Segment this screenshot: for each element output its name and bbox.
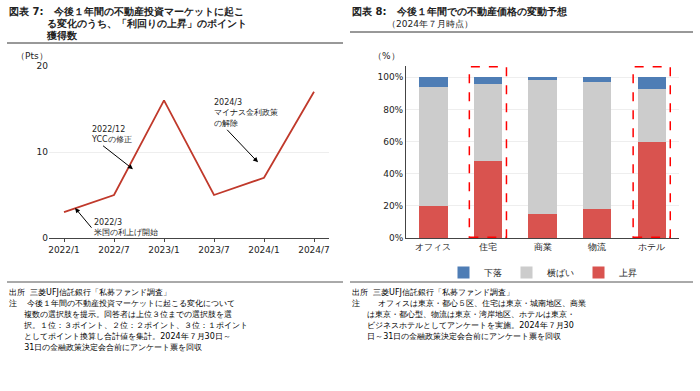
- svg-text:複数の選択肢を提示。回答者は上位３位までの選択肢を選: 複数の選択肢を提示。回答者は上位３位までの選択肢を選: [9, 310, 232, 319]
- svg-text:31日の金融政策決定会合前にアンケート票を回収: 31日の金融政策決定会合前にアンケート票を回収: [9, 343, 202, 352]
- svg-text:20: 20: [37, 61, 49, 71]
- svg-text:（2024年７月時点）: （2024年７月時点）: [387, 19, 473, 29]
- svg-text:下落: 下落: [484, 268, 502, 278]
- svg-text:ホテル: ホテル: [638, 242, 665, 252]
- svg-text:は東京・都心型、物流は東京・湾岸地区、ホテルは東京・: は東京・都心型、物流は東京・湾岸地区、ホテルは東京・: [352, 310, 575, 319]
- svg-text:80%: 80%: [383, 105, 403, 115]
- svg-text:商業: 商業: [534, 242, 552, 252]
- svg-text:2024/3マイナス金利政策の解除: 2024/3マイナス金利政策の解除: [214, 98, 278, 128]
- svg-text:日～31日の金融政策決定会合前にアンケート票を回収: 日～31日の金融政策決定会合前にアンケート票を回収: [352, 332, 561, 341]
- svg-text:10: 10: [37, 147, 49, 157]
- svg-text:としてポイント換算し合計値を集計。2024年７月30日～: としてポイント換算し合計値を集計。2024年７月30日～: [9, 332, 231, 341]
- svg-text:注 オフィスは東京・都心５区、住宅は東京・城南地: 注 オフィスは東京・都心５区、住宅は東京・城南地区、商業: [352, 299, 586, 308]
- svg-text:上昇: 上昇: [619, 268, 637, 278]
- svg-text:2023/1: 2023/1: [148, 245, 180, 255]
- svg-text:100%: 100%: [377, 72, 403, 82]
- svg-text:ビジネスホテルとしてアンケートを実施。2024年７月30: ビジネスホテルとしてアンケートを実施。2024年７月30: [352, 321, 574, 330]
- svg-text:注 今後１年間の不動産投資マーケットに起こる変化につい: 注 今後１年間の不動産投資マーケットに起こる変化について: [9, 299, 235, 308]
- svg-text:2022/1: 2022/1: [48, 245, 80, 255]
- svg-text:出所 三菱UFJ信託銀行「私募ファンド調査」: 出所 三菱UFJ信託銀行「私募ファンド調査」: [9, 288, 171, 297]
- svg-text:2022/7: 2022/7: [98, 245, 130, 255]
- svg-text:出所 三菱UFJ信託銀行「私募ファンド調査」: 出所 三菱UFJ信託銀行「私募ファンド調査」: [352, 288, 514, 297]
- svg-text:図表 7: 今後１年間の不動産投資マーケットに起こ: 図表 7: 今後１年間の不動産投資マーケットに起こ: [9, 6, 244, 18]
- svg-text:60%: 60%: [383, 137, 403, 147]
- svg-text:20%: 20%: [383, 201, 403, 211]
- svg-text:0%: 0%: [389, 233, 404, 243]
- svg-text:（%）: （%）: [373, 51, 400, 61]
- svg-text:2022/12YCCの修正: 2022/12YCCの修正: [91, 125, 132, 144]
- svg-text:2022/3米国の利上げ開始: 2022/3米国の利上げ開始: [94, 218, 158, 237]
- svg-text:択。１位：３ポイント、２位：２ポイント、３位：１ポイント: 択。１位：３ポイント、２位：２ポイント、３位：１ポイント: [9, 321, 248, 330]
- svg-text:40%: 40%: [383, 169, 403, 179]
- svg-text:2024/1: 2024/1: [248, 245, 280, 255]
- svg-text:2023/7: 2023/7: [198, 245, 230, 255]
- svg-text:2024/7: 2024/7: [298, 245, 330, 255]
- svg-text:獲得数: 獲得数: [9, 30, 78, 41]
- svg-text:（Pts）: （Pts）: [16, 51, 48, 61]
- svg-text:横ばい: 横ばい: [547, 268, 574, 278]
- svg-text:オフィス: オフィス: [415, 242, 451, 252]
- svg-text:る変化のうち、「利回りの上昇」のポイント: る変化のうち、「利回りの上昇」のポイント: [9, 18, 247, 30]
- svg-text:住宅: 住宅: [479, 242, 497, 252]
- svg-text:0: 0: [42, 233, 48, 243]
- svg-text:図表 8: 今後１年間での不動産価格の変動予想: 図表 8: 今後１年間での不動産価格の変動予想: [352, 6, 568, 17]
- svg-text:物流: 物流: [588, 242, 606, 252]
